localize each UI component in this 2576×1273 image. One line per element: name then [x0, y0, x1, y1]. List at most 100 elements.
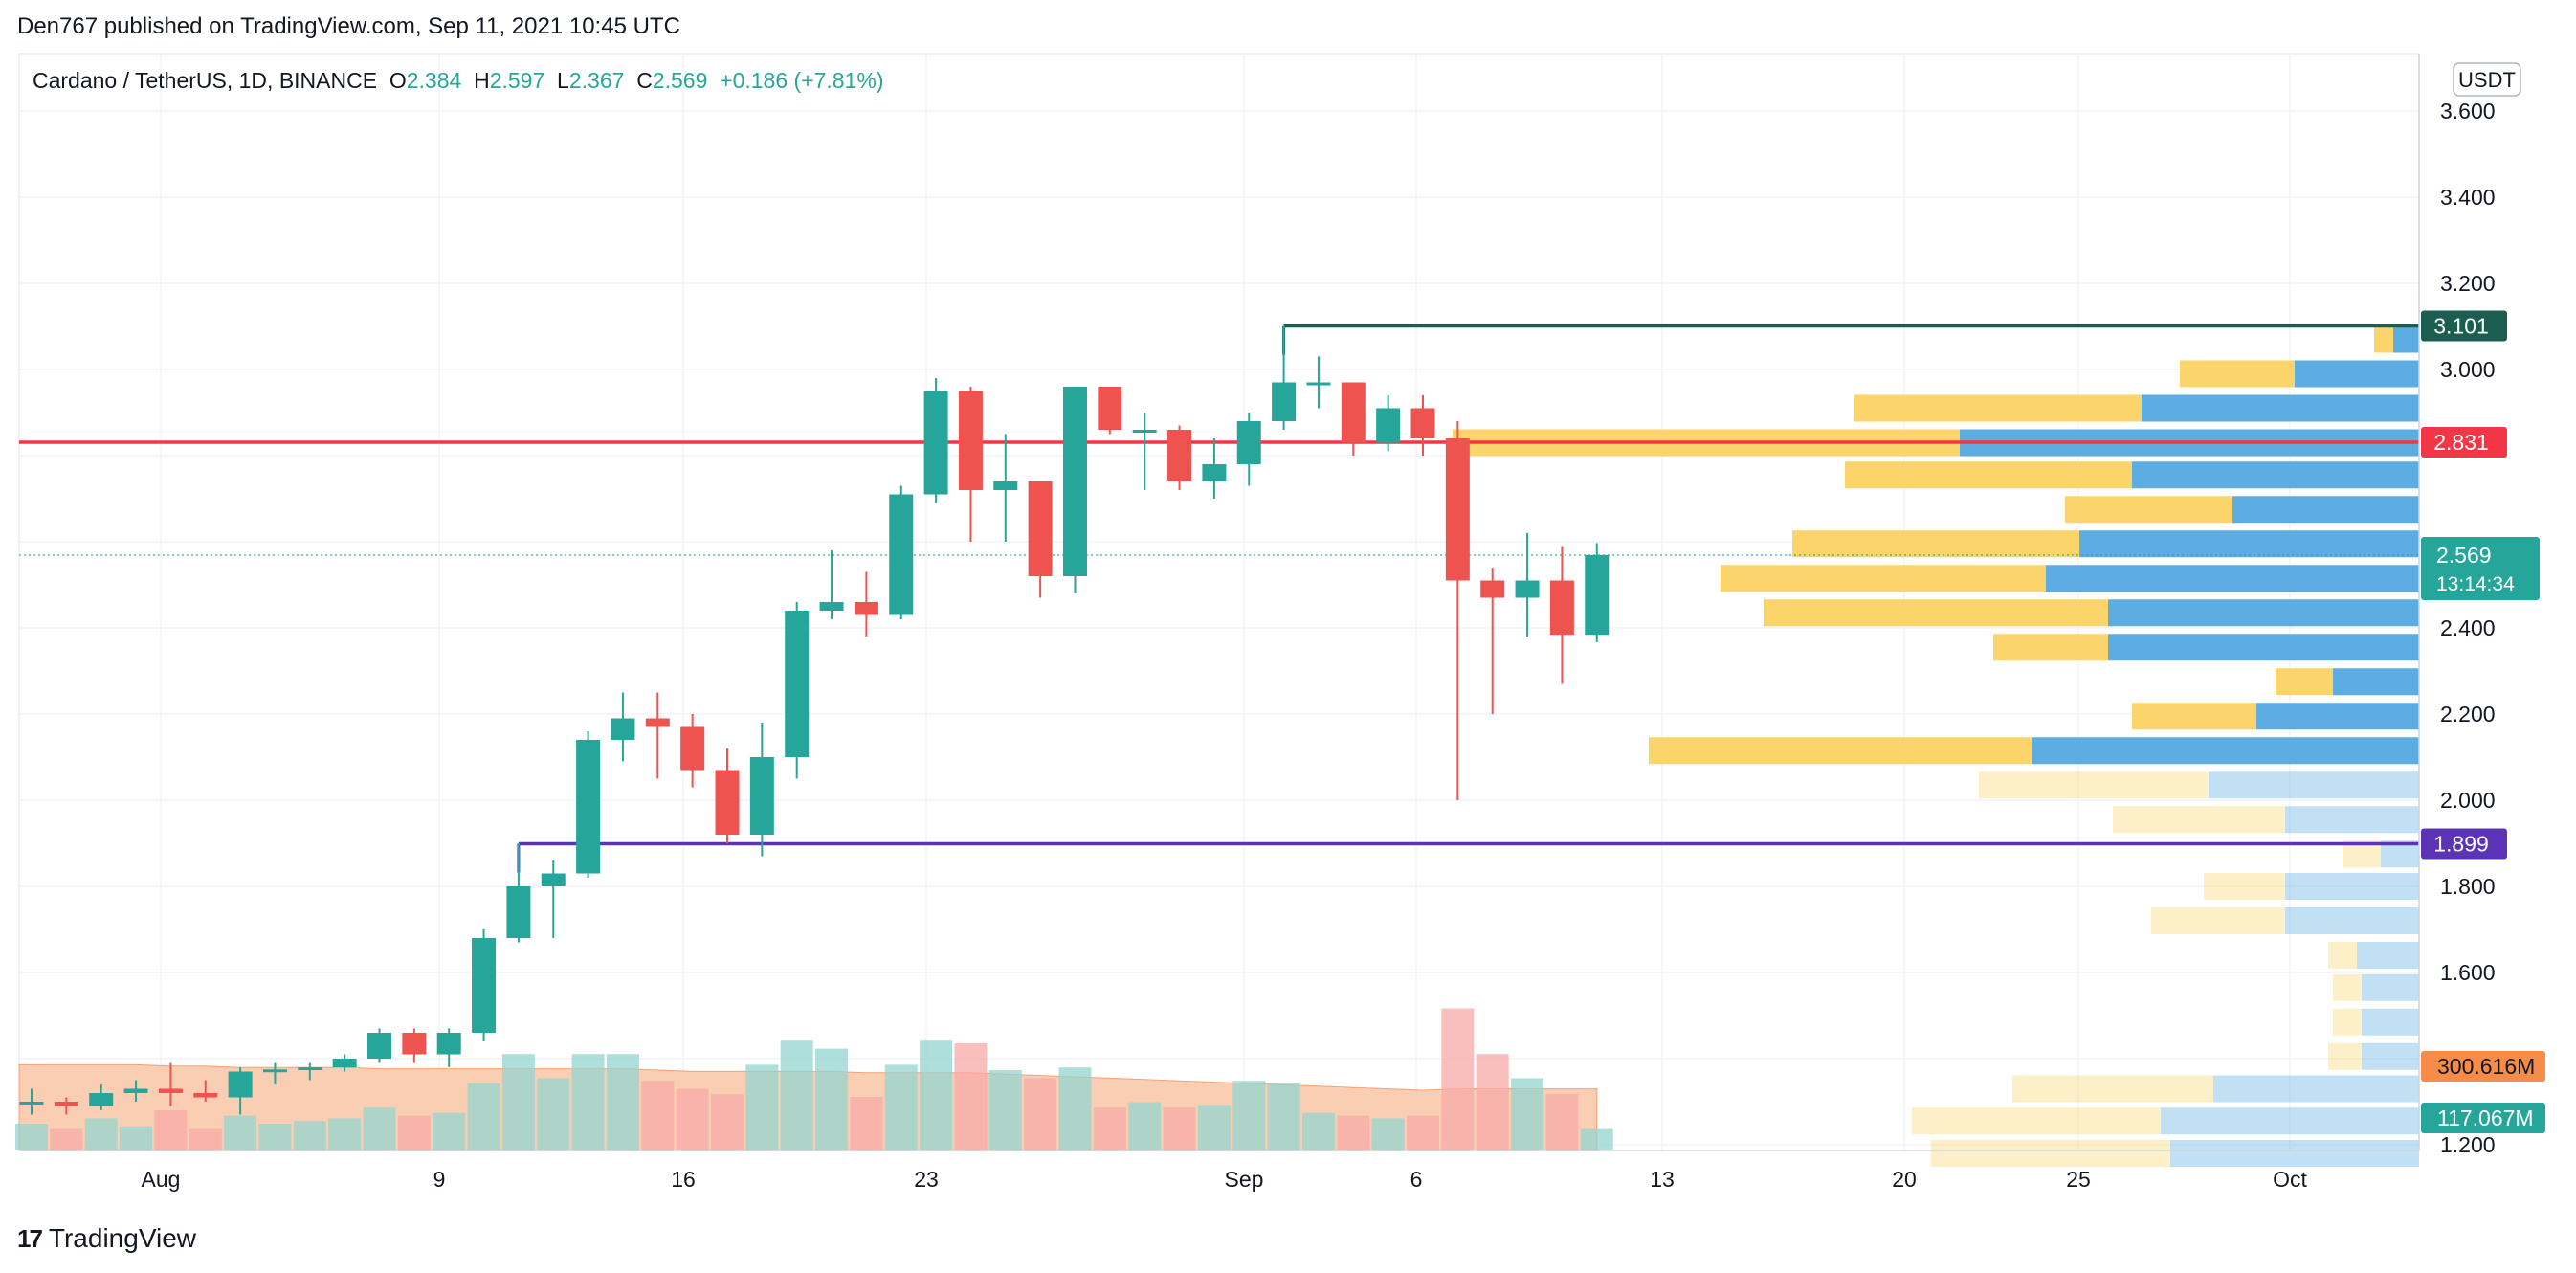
- candle: [1132, 413, 1157, 490]
- volume-bar: [815, 1048, 849, 1150]
- legend-low: 2.367: [569, 68, 636, 93]
- candle: [123, 1080, 148, 1102]
- candle-body: [1306, 382, 1331, 386]
- x-tick-label: 6: [1410, 1167, 1423, 1192]
- candle: [680, 714, 705, 788]
- candle: [923, 378, 948, 503]
- candle-body: [1515, 580, 1540, 598]
- volume-profile-down: [2012, 1075, 2213, 1103]
- volume-tag: 117.067M: [2421, 1103, 2545, 1133]
- volume-profile-down: [2328, 942, 2357, 969]
- x-tick-label: Aug: [142, 1167, 181, 1192]
- volume-profile-down: [2180, 360, 2295, 388]
- volume-profile-down: [2065, 496, 2232, 524]
- candle-body: [854, 602, 878, 615]
- volume-bar: [1058, 1067, 1092, 1150]
- volume-bar: [606, 1054, 639, 1150]
- candle-body: [1341, 382, 1366, 443]
- volume-tag-text: 117.067M: [2437, 1106, 2534, 1130]
- volume-bar: [363, 1107, 396, 1150]
- candle: [298, 1062, 322, 1081]
- candle: [958, 387, 983, 542]
- volume-profile-up: [2108, 599, 2419, 627]
- price-tag-support-text: 1.899: [2433, 831, 2489, 856]
- candle: [889, 485, 914, 619]
- candle: [89, 1084, 114, 1110]
- volume-bar: [988, 1070, 1022, 1150]
- volume-profile-down: [1912, 1107, 2161, 1135]
- volume-profile-up: [2285, 873, 2419, 900]
- volume-bar: [920, 1040, 953, 1150]
- volume-profile-up: [2256, 703, 2419, 730]
- candle-body: [923, 391, 948, 495]
- candle-body: [123, 1088, 148, 1093]
- volume-profile-up: [2232, 496, 2419, 524]
- candle: [1341, 382, 1366, 456]
- volume-profile-down: [2333, 1008, 2362, 1036]
- candle-body: [958, 391, 983, 490]
- candle: [367, 1028, 391, 1063]
- candle-body: [1202, 464, 1227, 481]
- candle: [1585, 543, 1610, 642]
- candle-body: [576, 740, 601, 874]
- candle: [611, 692, 635, 762]
- volume-bar: [258, 1124, 292, 1150]
- price-tag-last: 2.569 13:14:34: [2421, 536, 2540, 600]
- volume-bar: [641, 1081, 675, 1150]
- volume-bar: [1476, 1054, 1509, 1150]
- volume-profile-up: [2213, 1075, 2419, 1103]
- x-tick-label: 23: [914, 1167, 939, 1192]
- volume-profile-up: [2142, 394, 2419, 422]
- y-tick-label: 1.600: [2440, 960, 2496, 985]
- candle: [436, 1028, 461, 1067]
- legend-close: 2.569: [653, 68, 720, 93]
- volume-bar: [293, 1121, 326, 1150]
- candle-body: [785, 611, 810, 757]
- volume-profile-up: [2032, 737, 2419, 765]
- candle-body: [611, 718, 635, 740]
- volume-bar: [537, 1078, 570, 1150]
- volume-profile-up: [2295, 360, 2419, 388]
- currency-badge: USDT: [2453, 62, 2521, 97]
- volume-profile-down: [2204, 873, 2285, 900]
- candle-body: [262, 1069, 287, 1073]
- volume-profile-up: [2209, 771, 2419, 799]
- candle: [1480, 568, 1505, 714]
- candle-body: [367, 1033, 391, 1059]
- volume-profile-down: [1764, 599, 2108, 627]
- volume-bar: [954, 1043, 988, 1150]
- candle-body: [298, 1067, 322, 1070]
- candle: [158, 1062, 183, 1106]
- x-tick-label: 25: [2066, 1167, 2091, 1192]
- price-tag-resistance-text: 2.831: [2433, 430, 2489, 455]
- candle: [1272, 325, 1297, 430]
- volume-profile-up: [2161, 1107, 2419, 1135]
- candle-body: [1410, 408, 1435, 438]
- y-tick-label: 3.400: [2440, 185, 2496, 210]
- candle-body: [228, 1071, 253, 1098]
- candle: [1376, 395, 1401, 452]
- candle-body: [1480, 580, 1505, 598]
- legend-l-label: L: [557, 68, 569, 93]
- volume-bar: [189, 1128, 222, 1150]
- volume-profile-down: [1854, 394, 2142, 422]
- y-tick-label: 2.000: [2440, 788, 2496, 813]
- volume-profile-down: [2333, 973, 2362, 1001]
- candle: [262, 1062, 287, 1084]
- volume-bar: [397, 1115, 431, 1150]
- volume-bar: [120, 1126, 153, 1150]
- candle-body: [472, 938, 497, 1033]
- volume-profile-up: [2046, 565, 2419, 592]
- candle: [1028, 481, 1053, 598]
- candle: [993, 434, 1018, 542]
- candle: [819, 550, 844, 619]
- candle: [1167, 425, 1192, 490]
- price-tag-last-text: 2.569: [2436, 543, 2492, 568]
- volume-bar: [1301, 1112, 1335, 1150]
- currency-badge-text: USDT: [2458, 68, 2516, 92]
- volume-bar: [745, 1064, 779, 1150]
- candle: [1236, 413, 1261, 486]
- volume-bar: [1337, 1115, 1370, 1150]
- tradingview-brand[interactable]: 17 TradingView: [17, 1223, 196, 1254]
